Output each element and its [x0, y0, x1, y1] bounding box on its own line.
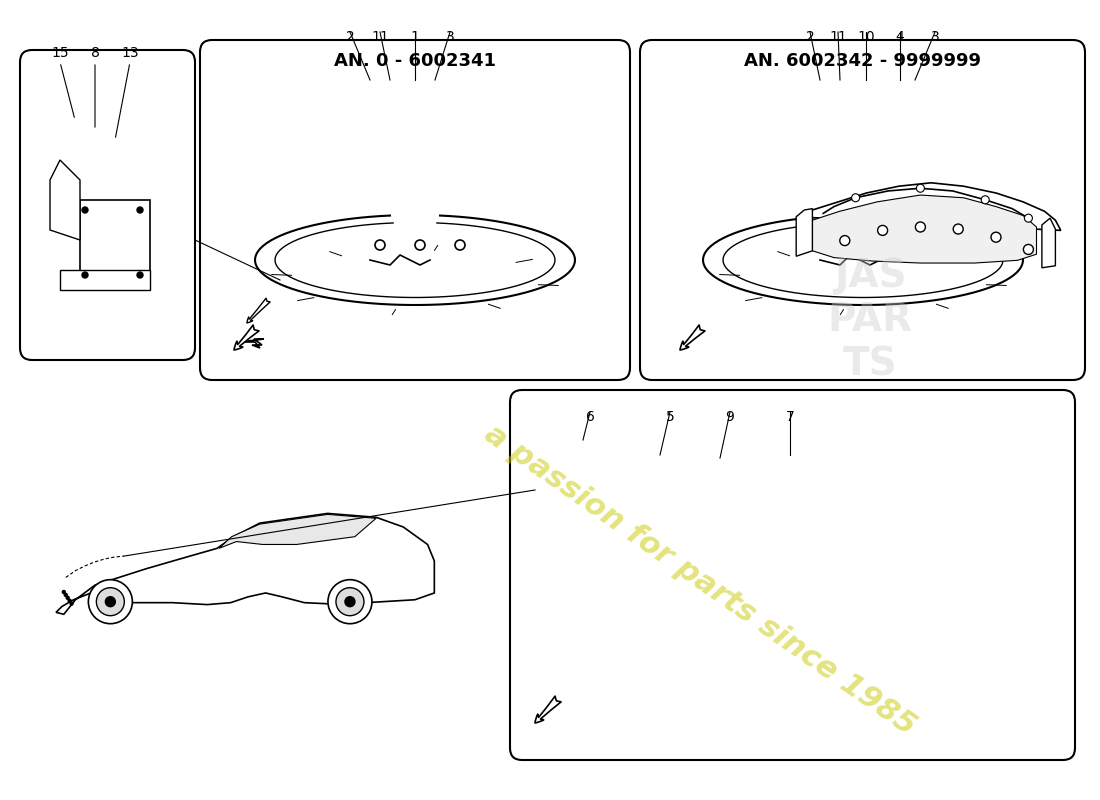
Bar — [60, 270, 150, 290]
Circle shape — [865, 240, 874, 250]
Circle shape — [68, 599, 72, 602]
Circle shape — [70, 602, 73, 605]
Text: 9: 9 — [726, 410, 735, 424]
Circle shape — [851, 194, 859, 202]
Text: AN. 0 - 6002341: AN. 0 - 6002341 — [334, 52, 496, 70]
Text: 15: 15 — [52, 46, 69, 60]
Text: 5: 5 — [666, 410, 674, 424]
Polygon shape — [50, 160, 80, 240]
Text: 4: 4 — [895, 30, 904, 44]
Polygon shape — [796, 182, 1060, 230]
Circle shape — [991, 232, 1001, 242]
Text: 11: 11 — [829, 30, 847, 44]
Circle shape — [1023, 245, 1033, 254]
Text: 7: 7 — [785, 410, 794, 424]
Text: 11: 11 — [371, 30, 389, 44]
Circle shape — [878, 226, 888, 235]
Circle shape — [138, 272, 143, 278]
Circle shape — [64, 594, 67, 596]
Polygon shape — [56, 514, 434, 614]
Circle shape — [66, 596, 69, 599]
Polygon shape — [219, 514, 376, 548]
Text: a passion for parts since 1985: a passion for parts since 1985 — [478, 419, 921, 741]
Circle shape — [825, 240, 835, 250]
Text: 3: 3 — [446, 30, 454, 44]
Polygon shape — [813, 195, 1036, 263]
Circle shape — [88, 580, 132, 624]
Text: JAS
PAR
TS: JAS PAR TS — [827, 257, 913, 383]
Circle shape — [916, 184, 924, 192]
Bar — [80, 200, 150, 280]
Text: 1: 1 — [410, 30, 419, 44]
Circle shape — [328, 580, 372, 624]
Text: 8: 8 — [90, 46, 99, 60]
Circle shape — [839, 235, 850, 246]
Circle shape — [106, 597, 116, 606]
FancyBboxPatch shape — [640, 40, 1085, 380]
Text: AN. 6002342 - 9999999: AN. 6002342 - 9999999 — [745, 52, 981, 70]
Text: 2: 2 — [345, 30, 354, 44]
Text: 10: 10 — [857, 30, 874, 44]
Circle shape — [63, 590, 65, 594]
Circle shape — [1024, 214, 1033, 222]
FancyBboxPatch shape — [200, 40, 630, 380]
FancyBboxPatch shape — [20, 50, 195, 360]
Text: 3: 3 — [931, 30, 939, 44]
Circle shape — [97, 588, 124, 616]
Circle shape — [905, 240, 915, 250]
Circle shape — [138, 207, 143, 213]
Circle shape — [981, 196, 989, 204]
Circle shape — [915, 222, 925, 232]
Circle shape — [455, 240, 465, 250]
Circle shape — [375, 240, 385, 250]
Polygon shape — [1042, 218, 1055, 268]
Text: 13: 13 — [121, 46, 139, 60]
FancyBboxPatch shape — [510, 390, 1075, 760]
Polygon shape — [796, 209, 813, 256]
Circle shape — [82, 207, 88, 213]
Circle shape — [82, 272, 88, 278]
Circle shape — [345, 597, 355, 606]
Circle shape — [415, 240, 425, 250]
Circle shape — [336, 588, 364, 616]
Circle shape — [954, 224, 964, 234]
Polygon shape — [240, 339, 264, 348]
Text: 2: 2 — [805, 30, 814, 44]
Text: 6: 6 — [585, 410, 594, 424]
